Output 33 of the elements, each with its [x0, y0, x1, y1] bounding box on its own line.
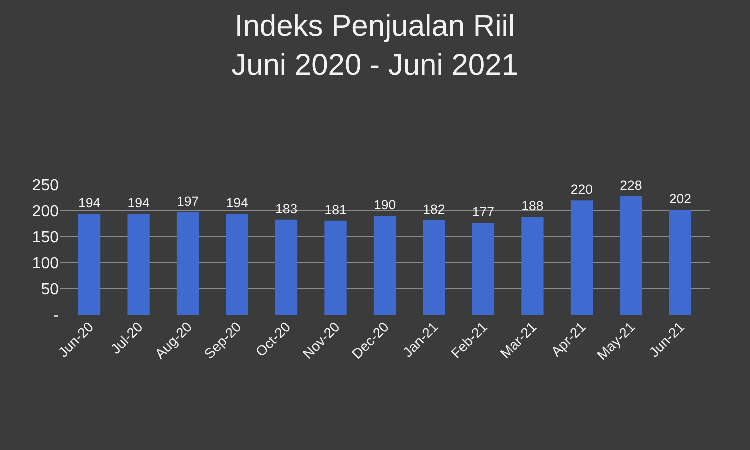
data-label: 190: [374, 198, 396, 213]
bar: [570, 200, 594, 315]
bar: [176, 212, 200, 315]
data-label: 197: [176, 194, 200, 210]
y-tick-label: -: [54, 308, 59, 325]
y-tick-label: 50: [41, 282, 60, 299]
data-label: 202: [669, 191, 692, 206]
bar: [128, 214, 150, 315]
data-label: 220: [570, 182, 594, 198]
bar: [522, 217, 544, 315]
data-label: 194: [128, 196, 150, 211]
bar: [226, 214, 248, 315]
y-tick-label: 250: [32, 178, 60, 195]
bar: [78, 214, 101, 315]
data-label: 228: [620, 178, 642, 193]
bar: [620, 196, 642, 315]
data-label: 181: [324, 202, 347, 218]
bar: [324, 220, 347, 315]
y-tick-label: 100: [32, 256, 60, 273]
chart-title: Indeks Penjualan Riil Juni 2020 - Juni 2021: [232, 10, 518, 82]
bar: [374, 216, 396, 315]
data-label: 194: [226, 196, 248, 211]
bar: [669, 210, 692, 315]
y-tick-label: 200: [32, 204, 60, 221]
data-label: 177: [472, 204, 495, 220]
data-label: 188: [522, 198, 544, 214]
data-label: 194: [78, 196, 101, 211]
bar: [472, 222, 495, 315]
bar: [275, 220, 298, 315]
data-label: 183: [275, 201, 298, 216]
data-label: 182: [423, 202, 446, 217]
bar: [423, 220, 446, 315]
y-tick-label: 150: [32, 230, 60, 247]
